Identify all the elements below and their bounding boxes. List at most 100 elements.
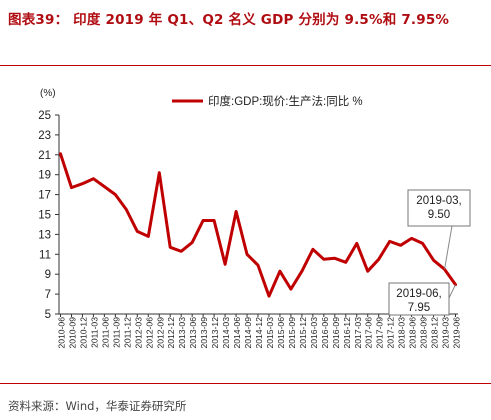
x-tick-label: 2019-03 [441, 317, 451, 349]
y-tick-label: 19 [38, 170, 51, 182]
axes: (%) [40, 88, 458, 315]
x-tick-label: 2015-12 [298, 317, 308, 349]
x-tick-label: 2017-09 [375, 317, 385, 349]
x-tick-label: 2013-09 [199, 317, 209, 349]
data-point [70, 186, 73, 189]
data-point [158, 171, 161, 174]
x-ticks: 2010-06 2010-09 2010-12 2011-03 2011-06 2011-… [57, 314, 462, 349]
data-point [147, 235, 150, 238]
series-line [59, 152, 457, 298]
x-tick-label: 2016-03 [309, 317, 319, 349]
data-point [410, 237, 413, 240]
x-tick-label: 2011-12 [122, 317, 132, 348]
x-tick-label: 2017-06 [364, 317, 374, 349]
figure-title: 图表39： 印度 2019 年 Q1、Q2 名义 GDP 分别为 9.5%和 7… [8, 12, 450, 28]
data-point [125, 208, 128, 211]
x-tick-label: 2012-12 [166, 317, 176, 349]
x-tick-label: 2012-09 [155, 317, 165, 349]
data-point [92, 177, 95, 180]
data-point [432, 259, 435, 262]
bottom-divider [0, 383, 491, 384]
x-tick-label: 2017-03 [353, 317, 363, 349]
y-tick-label: 13 [38, 229, 51, 241]
x-tick-label: 2011-09 [111, 317, 121, 348]
data-point [311, 248, 315, 251]
callout-text: 7.95 [408, 302, 430, 314]
data-point [333, 257, 337, 260]
data-point [201, 219, 205, 222]
data-point [366, 270, 369, 273]
data-point [421, 242, 424, 245]
x-tick-label: 2015-09 [287, 317, 297, 349]
callout-box [407, 189, 471, 227]
data-point [300, 270, 304, 273]
y-ticks: 5 7 9 11 13 15 17 19 21 23 25 [38, 110, 59, 321]
y-tick-label: 23 [38, 130, 51, 142]
x-tick-label: 2013-12 [210, 317, 220, 349]
legend: 印度:GDP:现价:生产法:同比 % [172, 94, 363, 108]
y-axis-unit: (%) [40, 88, 56, 99]
source-note: 资料来源：Wind，华泰证券研究所 [8, 399, 187, 413]
x-tick-label: 2018-03 [397, 317, 407, 349]
data-point [212, 219, 216, 222]
data-point [179, 250, 183, 253]
x-tick-label: 2014-12 [254, 317, 264, 349]
x-tick-label: 2011-03 [89, 317, 99, 348]
callout-text: 9.50 [428, 209, 450, 221]
x-tick-label: 2013-06 [188, 317, 198, 349]
callout-box [388, 282, 450, 316]
legend-label: 印度:GDP:现价:生产法:同比 % [208, 94, 363, 108]
x-tick-label: 2010-06 [57, 317, 67, 349]
data-point [344, 261, 347, 264]
data-point [190, 241, 194, 244]
x-tick-label: 2018-09 [419, 317, 429, 349]
x-tick-label: 2010-12 [78, 317, 88, 349]
callout-leader [444, 225, 453, 270]
data-point [256, 264, 260, 267]
x-tick-label: 2015-03 [265, 317, 275, 349]
top-divider [0, 65, 491, 66]
y-tick-label: 21 [38, 150, 51, 162]
data-point [278, 270, 282, 273]
x-tick-label: 2010-09 [67, 317, 77, 349]
callout-text: 2019-03, [416, 195, 461, 207]
data-point [322, 258, 326, 261]
data-point [81, 182, 84, 185]
y-tick-label: 17 [38, 190, 51, 202]
data-point [377, 258, 380, 261]
annotations: 2019-03, 9.50 2019-06, 7.95 [388, 189, 471, 316]
y-tick-label: 7 [45, 289, 51, 301]
y-tick-label: 5 [45, 309, 51, 321]
data-point [59, 152, 62, 156]
data-point [245, 253, 249, 256]
x-tick-label: 2016-06 [320, 317, 330, 349]
x-tick-label: 2014-06 [232, 317, 242, 349]
data-point [114, 193, 117, 196]
x-tick-label: 2018-06 [408, 317, 418, 349]
x-tick-label: 2019-06 [452, 317, 462, 349]
x-tick-label: 2016-12 [342, 317, 352, 349]
data-point [169, 246, 172, 249]
series-layer [59, 152, 457, 298]
data-point [355, 242, 358, 245]
data-point [223, 263, 227, 266]
x-tick-label: 2015-06 [276, 317, 286, 349]
x-tick-label: 2012-06 [144, 317, 154, 349]
data-point [289, 287, 293, 291]
x-tick-label: 2011-06 [100, 317, 110, 348]
x-tick-label: 2014-09 [243, 317, 253, 349]
y-tick-label: 11 [39, 249, 51, 261]
callout-leader [448, 284, 456, 299]
data-point [103, 185, 106, 188]
data-point [399, 244, 402, 247]
data-point [136, 230, 139, 233]
x-tick-label: 2014-03 [221, 317, 231, 349]
data-point [267, 294, 271, 298]
y-tick-label: 15 [38, 210, 51, 222]
callout-text: 2019-06, [396, 288, 441, 300]
data-point [234, 210, 238, 213]
x-tick-label: 2017-12 [386, 317, 396, 349]
y-tick-label: 25 [38, 110, 51, 122]
